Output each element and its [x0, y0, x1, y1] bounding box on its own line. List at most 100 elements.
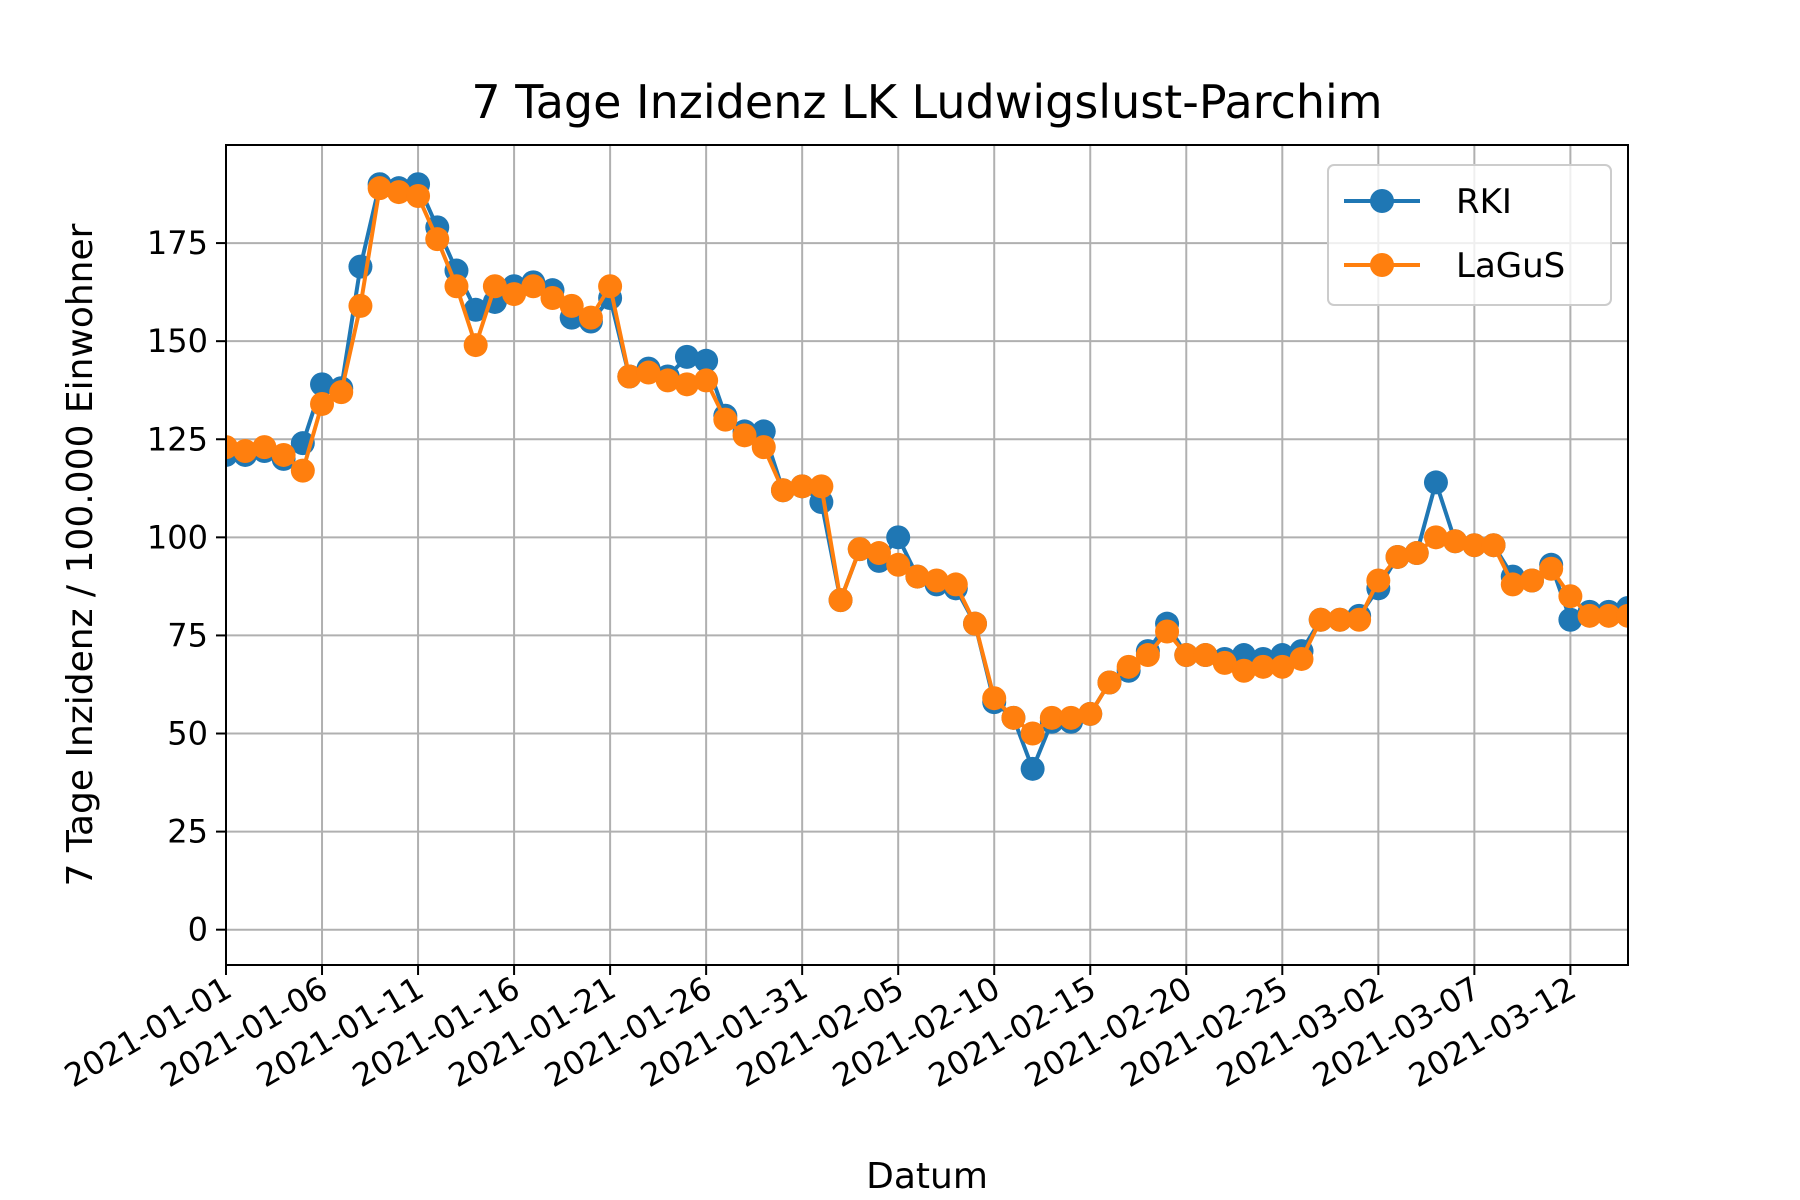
data-point-lagus [1270, 654, 1295, 679]
data-point-lagus [924, 568, 949, 593]
data-point-lagus [271, 442, 296, 467]
data-point-lagus [482, 274, 507, 299]
y-tick-label: 150 [147, 322, 208, 360]
data-point-lagus [1193, 643, 1218, 668]
data-point-lagus [790, 474, 815, 499]
series-lagus [226, 176, 1628, 746]
data-point-lagus [559, 293, 584, 318]
data-point-lagus [1078, 701, 1103, 726]
data-point-lagus [425, 227, 450, 252]
data-point-lagus [1577, 603, 1602, 628]
data-point-lagus [1385, 544, 1410, 569]
data-point-lagus [1289, 646, 1314, 671]
data-point-lagus [751, 435, 776, 460]
x-axis-label: Datum [866, 1156, 988, 1197]
data-point-lagus [655, 368, 680, 393]
data-point-lagus [598, 274, 623, 299]
data-point-lagus [1404, 541, 1429, 566]
data-point-lagus [1212, 650, 1237, 675]
data-point-lagus [386, 180, 411, 205]
data-point-lagus [963, 611, 988, 636]
data-point-lagus [310, 391, 335, 416]
data-point-lagus [521, 274, 546, 299]
data-point-lagus [290, 458, 315, 483]
data-point-rki [310, 372, 335, 397]
data-point-lagus [406, 184, 431, 209]
data-point-lagus [502, 282, 527, 307]
data-point-lagus [1039, 705, 1064, 730]
data-point-lagus [674, 372, 699, 397]
legend-marker-rki [1370, 189, 1394, 213]
y-tick-label: 50 [167, 715, 208, 753]
data-point-lagus [1481, 533, 1506, 558]
data-point-lagus [828, 588, 853, 613]
data-point-lagus [1097, 670, 1122, 695]
data-point-lagus [1116, 654, 1141, 679]
y-tick-label: 75 [167, 616, 208, 654]
y-tick-label: 100 [147, 518, 208, 556]
data-point-lagus [1135, 643, 1160, 668]
data-point-lagus [982, 686, 1007, 711]
data-point-lagus [617, 364, 642, 389]
y-tick-label: 175 [147, 224, 208, 262]
data-point-lagus [770, 478, 795, 503]
y-tick-label: 25 [167, 813, 208, 851]
plot-frame [225, 144, 1629, 966]
data-point-lagus [1059, 705, 1084, 730]
data-point-lagus [943, 572, 968, 597]
data-point-lagus [1616, 603, 1628, 628]
data-point-lagus [329, 380, 354, 405]
data-point-lagus [1423, 525, 1448, 550]
data-point-lagus [578, 305, 603, 330]
data-point-lagus [866, 541, 891, 566]
data-point-rki [1020, 756, 1045, 781]
data-point-lagus [1308, 607, 1333, 632]
legend-label-rki: RKI [1456, 182, 1512, 222]
data-point-lagus [636, 360, 661, 385]
data-point-lagus [1519, 568, 1544, 593]
data-point-lagus [1174, 643, 1199, 668]
y-tick-label: 0 [188, 911, 208, 949]
legend: RKI LaGuS [1327, 164, 1612, 306]
series-layer [226, 172, 1628, 781]
data-point-lagus [1596, 603, 1621, 628]
legend-label-lagus: LaGuS [1456, 246, 1565, 286]
data-point-rki [1558, 607, 1583, 632]
data-point-lagus [905, 564, 930, 589]
data-point-lagus [348, 293, 373, 318]
data-point-rki [694, 348, 719, 373]
data-point-lagus [1539, 556, 1564, 581]
chart-title: 7 Tage Inzidenz LK Ludwigslust-Parchim [471, 75, 1382, 129]
data-point-lagus [1443, 529, 1468, 554]
data-point-lagus [233, 439, 258, 464]
data-point-lagus [713, 407, 738, 432]
data-point-lagus [252, 435, 277, 460]
data-point-lagus [367, 176, 392, 201]
data-point-lagus [1462, 533, 1487, 558]
data-point-lagus [1251, 654, 1276, 679]
data-point-rki [886, 525, 911, 550]
data-point-lagus [809, 474, 834, 499]
data-point-lagus [1327, 607, 1352, 632]
data-point-lagus [1001, 705, 1026, 730]
data-point-lagus [1347, 607, 1372, 632]
data-point-lagus [540, 286, 565, 311]
data-point-lagus [1231, 658, 1256, 683]
data-point-lagus [1500, 572, 1525, 597]
legend-marker-lagus [1370, 253, 1394, 277]
data-point-lagus [444, 274, 469, 299]
data-point-lagus [463, 333, 488, 358]
data-point-lagus [1020, 721, 1045, 746]
data-point-lagus [694, 368, 719, 393]
y-axis-label: 7 Tage Inzidenz / 100.000 Einwohner [60, 223, 101, 886]
y-tick-label: 125 [147, 420, 208, 458]
data-point-rki [463, 297, 488, 322]
data-point-lagus [886, 552, 911, 577]
data-point-lagus [1558, 584, 1583, 609]
data-point-lagus [1155, 619, 1180, 644]
data-point-rki [674, 344, 699, 369]
data-point-rki [1423, 470, 1448, 495]
data-point-lagus [1366, 568, 1391, 593]
data-point-lagus [847, 537, 872, 562]
